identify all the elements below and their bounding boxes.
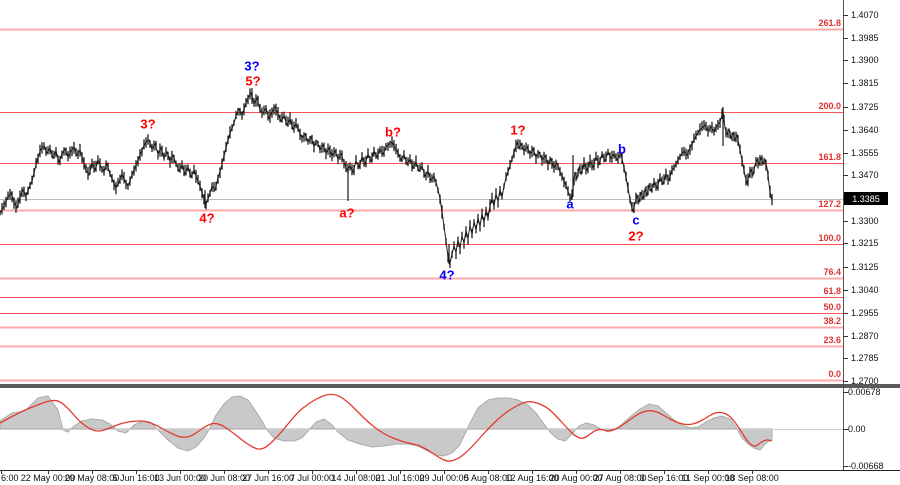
price-axis-label: 1.3215	[851, 238, 879, 248]
price-axis-label: 1.3040	[851, 285, 879, 295]
wave-label-3q-1: 3?	[244, 58, 260, 74]
price-axis-label: 1.3300	[851, 216, 879, 226]
price-axis-label: 1.3125	[851, 262, 879, 272]
indicator-signal-line	[0, 393, 773, 462]
fib-level-label-23.6: 23.6	[823, 335, 841, 345]
wave-label-b-9: b	[618, 141, 626, 157]
fib-level-label-261.8: 261.8	[818, 18, 841, 28]
wave-label-4q-3: 4?	[199, 210, 215, 226]
panel-separator	[0, 384, 900, 388]
time-axis-label: 6:00	[1, 473, 19, 483]
time-axis-label: 11 Sep 00:00	[681, 473, 735, 483]
time-axis-label: 7 Jul 00:00	[289, 473, 335, 483]
wave-label-aq-4: a?	[339, 205, 355, 221]
wave-label-c-10: c	[632, 212, 640, 228]
price-axis-label: 1.3725	[851, 102, 879, 112]
wave-label-bq-5: b?	[385, 124, 401, 140]
time-axis-label: 27 Aug 08:00	[593, 473, 647, 483]
fib-level-label-100.0: 100.0	[818, 233, 841, 243]
price-axis-label: 1.2955	[851, 308, 879, 318]
time-axis-label: 22 May 00:00	[20, 473, 76, 483]
price-axis-label: 1.2700	[851, 376, 879, 386]
current-price-tag: 1.3385	[844, 192, 888, 205]
price-axis-label: 1.3815	[851, 78, 879, 88]
price-axis-label: 1.3470	[851, 170, 879, 180]
price-axis-label: 1.2870	[851, 331, 879, 341]
time-axis-label: 29 May 08:00	[64, 473, 120, 483]
time-axis-label: 5 Aug 08:00	[463, 473, 513, 483]
price-axis-label: 1.3900	[851, 55, 879, 65]
fib-level-label-50.0: 50.0	[823, 302, 841, 312]
wave-label-1q-7: 1?	[510, 122, 526, 138]
wave-label-4q-6: 4?	[439, 267, 455, 283]
price-path	[0, 91, 773, 265]
fib-level-label-161.8: 161.8	[818, 152, 841, 162]
wave-label-a-8: a	[566, 196, 574, 212]
wave-label-5q-2: 5?	[245, 73, 261, 89]
price-axis-label: 1.3555	[851, 148, 879, 158]
time-axis-label: 12 Aug 16:00	[505, 473, 559, 483]
time-axis-label: 29 Jul 00:00	[419, 473, 469, 483]
time-axis-label: 5 Jun 16:00	[112, 473, 160, 483]
time-axis-label: 3 Sep 16:00	[639, 473, 689, 483]
time-axis-label: 18 Sep 08:00	[725, 473, 779, 483]
price-axis-label: 1.2785	[851, 353, 879, 363]
time-axis-label: 20 Aug 00:00	[549, 473, 603, 483]
time-axis-label: 21 Jul 16:00	[375, 473, 425, 483]
indicator-scale-label: 0.00	[848, 424, 866, 434]
fib-level-label-0.0: 0.0	[828, 369, 841, 379]
wave-label-3q-0: 3?	[140, 116, 156, 132]
price-axis-label: 1.3640	[851, 125, 879, 135]
time-axis-label: 27 Jun 16:00	[241, 473, 295, 483]
fib-level-label-127.2: 127.2	[818, 199, 841, 209]
time-axis-label: 14 Jul 08:00	[331, 473, 381, 483]
candlestick-bars	[0, 88, 773, 268]
time-axis-label: 13 Jun 00:00	[153, 473, 207, 483]
wave-label-2q-11: 2?	[628, 228, 644, 244]
fib-level-label-38.2: 38.2	[823, 316, 841, 326]
price-axis-label: 1.4070	[851, 10, 879, 20]
fib-level-label-200.0: 200.0	[818, 101, 841, 111]
indicator-scale-label: 0.00678	[848, 387, 881, 397]
indicator-scale-label: -0.00668	[848, 461, 884, 471]
fib-level-label-76.4: 76.4	[823, 267, 841, 277]
price-axis-label: 1.3985	[851, 33, 879, 43]
fib-level-label-61.8: 61.8	[823, 286, 841, 296]
time-axis-label: 20 Jun 08:00	[197, 473, 251, 483]
